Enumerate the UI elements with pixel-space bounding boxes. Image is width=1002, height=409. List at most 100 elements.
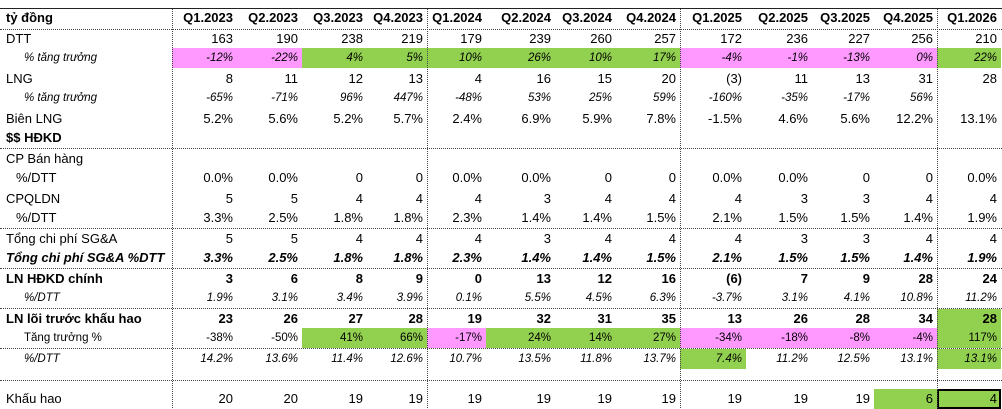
data-cell[interactable]: 5.7% [393,111,423,126]
data-cell[interactable]: 260 [590,31,612,46]
data-cell[interactable]: 12 [597,271,612,286]
data-cell[interactable]: 11.4% [331,353,363,365]
data-cell[interactable] [616,149,680,169]
data-cell[interactable]: 19 [348,391,363,406]
data-cell[interactable] [427,149,486,169]
data-cell[interactable]: 4 [355,191,363,206]
data-cell[interactable]: 28 [982,71,997,86]
data-cell[interactable]: 14.2% [200,353,233,365]
data-cell[interactable]: 9 [415,271,423,286]
header-quarter[interactable]: Q4.2024 [626,10,676,25]
header-quarter[interactable]: Q1.2023 [183,10,233,25]
data-cell[interactable]: 1.5% [778,210,808,225]
row-label[interactable]: %/DTT [24,292,60,304]
data-cell[interactable]: -50% [271,332,298,344]
data-cell[interactable]: 0 [668,170,676,185]
data-cell[interactable]: 1.4% [521,250,551,265]
data-cell[interactable]: 0 [415,170,423,185]
data-cell[interactable]: -71% [271,92,298,104]
data-cell[interactable]: 28 [855,311,870,326]
data-cell[interactable]: 12.5% [837,353,870,365]
data-cell[interactable]: 4.1% [843,292,870,304]
data-cell[interactable] [555,149,616,169]
data-cell[interactable]: -4% [680,48,746,68]
data-cell[interactable]: 2.4% [452,111,482,126]
data-cell[interactable]: 12.6% [390,353,423,365]
data-cell[interactable] [237,128,302,148]
data-cell[interactable]: 0.0% [712,170,742,185]
data-cell[interactable]: 4 [355,231,363,246]
data-cell[interactable]: 5.6% [268,111,298,126]
data-cell[interactable]: 41% [302,328,367,348]
header-quarter[interactable]: Q3.2023 [313,10,363,25]
data-cell[interactable] [172,149,237,169]
data-cell[interactable]: 3 [800,191,808,206]
data-cell[interactable]: 27% [616,328,680,348]
data-cell[interactable]: 0.0% [452,170,482,185]
data-cell[interactable]: 20 [661,71,676,86]
row-label[interactable]: %/DTT [16,210,57,225]
data-cell[interactable]: 1.5% [840,210,870,225]
data-cell[interactable]: 4 [925,231,933,246]
data-cell[interactable] [367,149,427,169]
data-cell[interactable]: 4 [415,231,423,246]
data-cell[interactable]: 3 [543,191,551,206]
data-cell[interactable]: 13.1% [937,349,1001,369]
data-cell[interactable]: 17% [616,48,680,68]
data-cell[interactable]: 34 [918,311,933,326]
data-cell[interactable]: -160% [708,92,742,104]
data-cell[interactable] [367,128,427,148]
data-cell[interactable]: 0 [862,170,870,185]
data-cell[interactable]: 28 [937,309,1001,329]
data-cell[interactable]: 2.1% [712,210,742,225]
data-cell[interactable] [680,128,746,148]
data-cell[interactable]: 19 [727,391,742,406]
data-cell[interactable]: 4% [302,48,367,68]
row-label[interactable]: LN HĐKD chính [6,271,103,286]
data-cell[interactable]: 2.1% [712,250,742,265]
data-cell[interactable]: 1.8% [333,250,363,265]
data-cell[interactable] [937,149,1001,169]
data-cell[interactable]: 16 [536,71,551,86]
data-cell[interactable]: 0.0% [268,170,298,185]
row-label[interactable]: % tăng trưởng [24,92,98,104]
data-cell[interactable] [427,128,486,148]
data-cell[interactable]: 238 [341,31,363,46]
data-cell[interactable]: 3.4% [336,292,363,304]
data-cell[interactable]: 179 [460,31,482,46]
data-cell[interactable]: 3 [543,231,551,246]
data-cell[interactable]: 219 [401,31,423,46]
data-cell[interactable]: 4 [474,191,482,206]
row-label[interactable]: Tổng chi phí SG&A [6,231,118,246]
data-cell[interactable]: 53% [527,92,551,104]
data-cell[interactable] [302,128,367,148]
data-cell[interactable]: 0 [474,271,482,286]
data-cell[interactable]: 35 [661,311,676,326]
data-cell[interactable]: 23 [218,311,233,326]
data-cell[interactable]: 3.3% [203,210,233,225]
data-cell[interactable]: 19 [793,391,808,406]
data-cell[interactable]: 1.5% [778,250,808,265]
data-cell[interactable]: 1.4% [582,210,612,225]
data-cell[interactable]: 56% [909,92,933,104]
data-cell[interactable]: 1.4% [903,210,933,225]
data-cell[interactable] [874,128,937,148]
data-cell[interactable]: 19 [661,391,676,406]
data-cell[interactable] [172,369,237,389]
data-cell[interactable]: 5.6% [840,111,870,126]
data-cell[interactable]: 10.8% [900,292,933,304]
data-cell[interactable]: 2.3% [452,210,482,225]
data-cell[interactable]: 59% [652,92,676,104]
data-cell[interactable]: 257 [654,31,676,46]
data-cell[interactable]: 28 [408,311,423,326]
data-cell[interactable]: 27 [348,311,363,326]
data-cell[interactable]: 0% [874,48,937,68]
data-cell[interactable]: 1.9% [206,292,233,304]
data-cell[interactable]: -48% [455,92,482,104]
data-cell[interactable]: -17% [843,92,870,104]
data-cell[interactable]: 96% [339,92,363,104]
data-cell[interactable]: 11.2% [776,353,808,365]
data-cell[interactable]: 4 [604,231,612,246]
data-cell[interactable] [937,128,1001,148]
data-cell[interactable] [746,149,812,169]
